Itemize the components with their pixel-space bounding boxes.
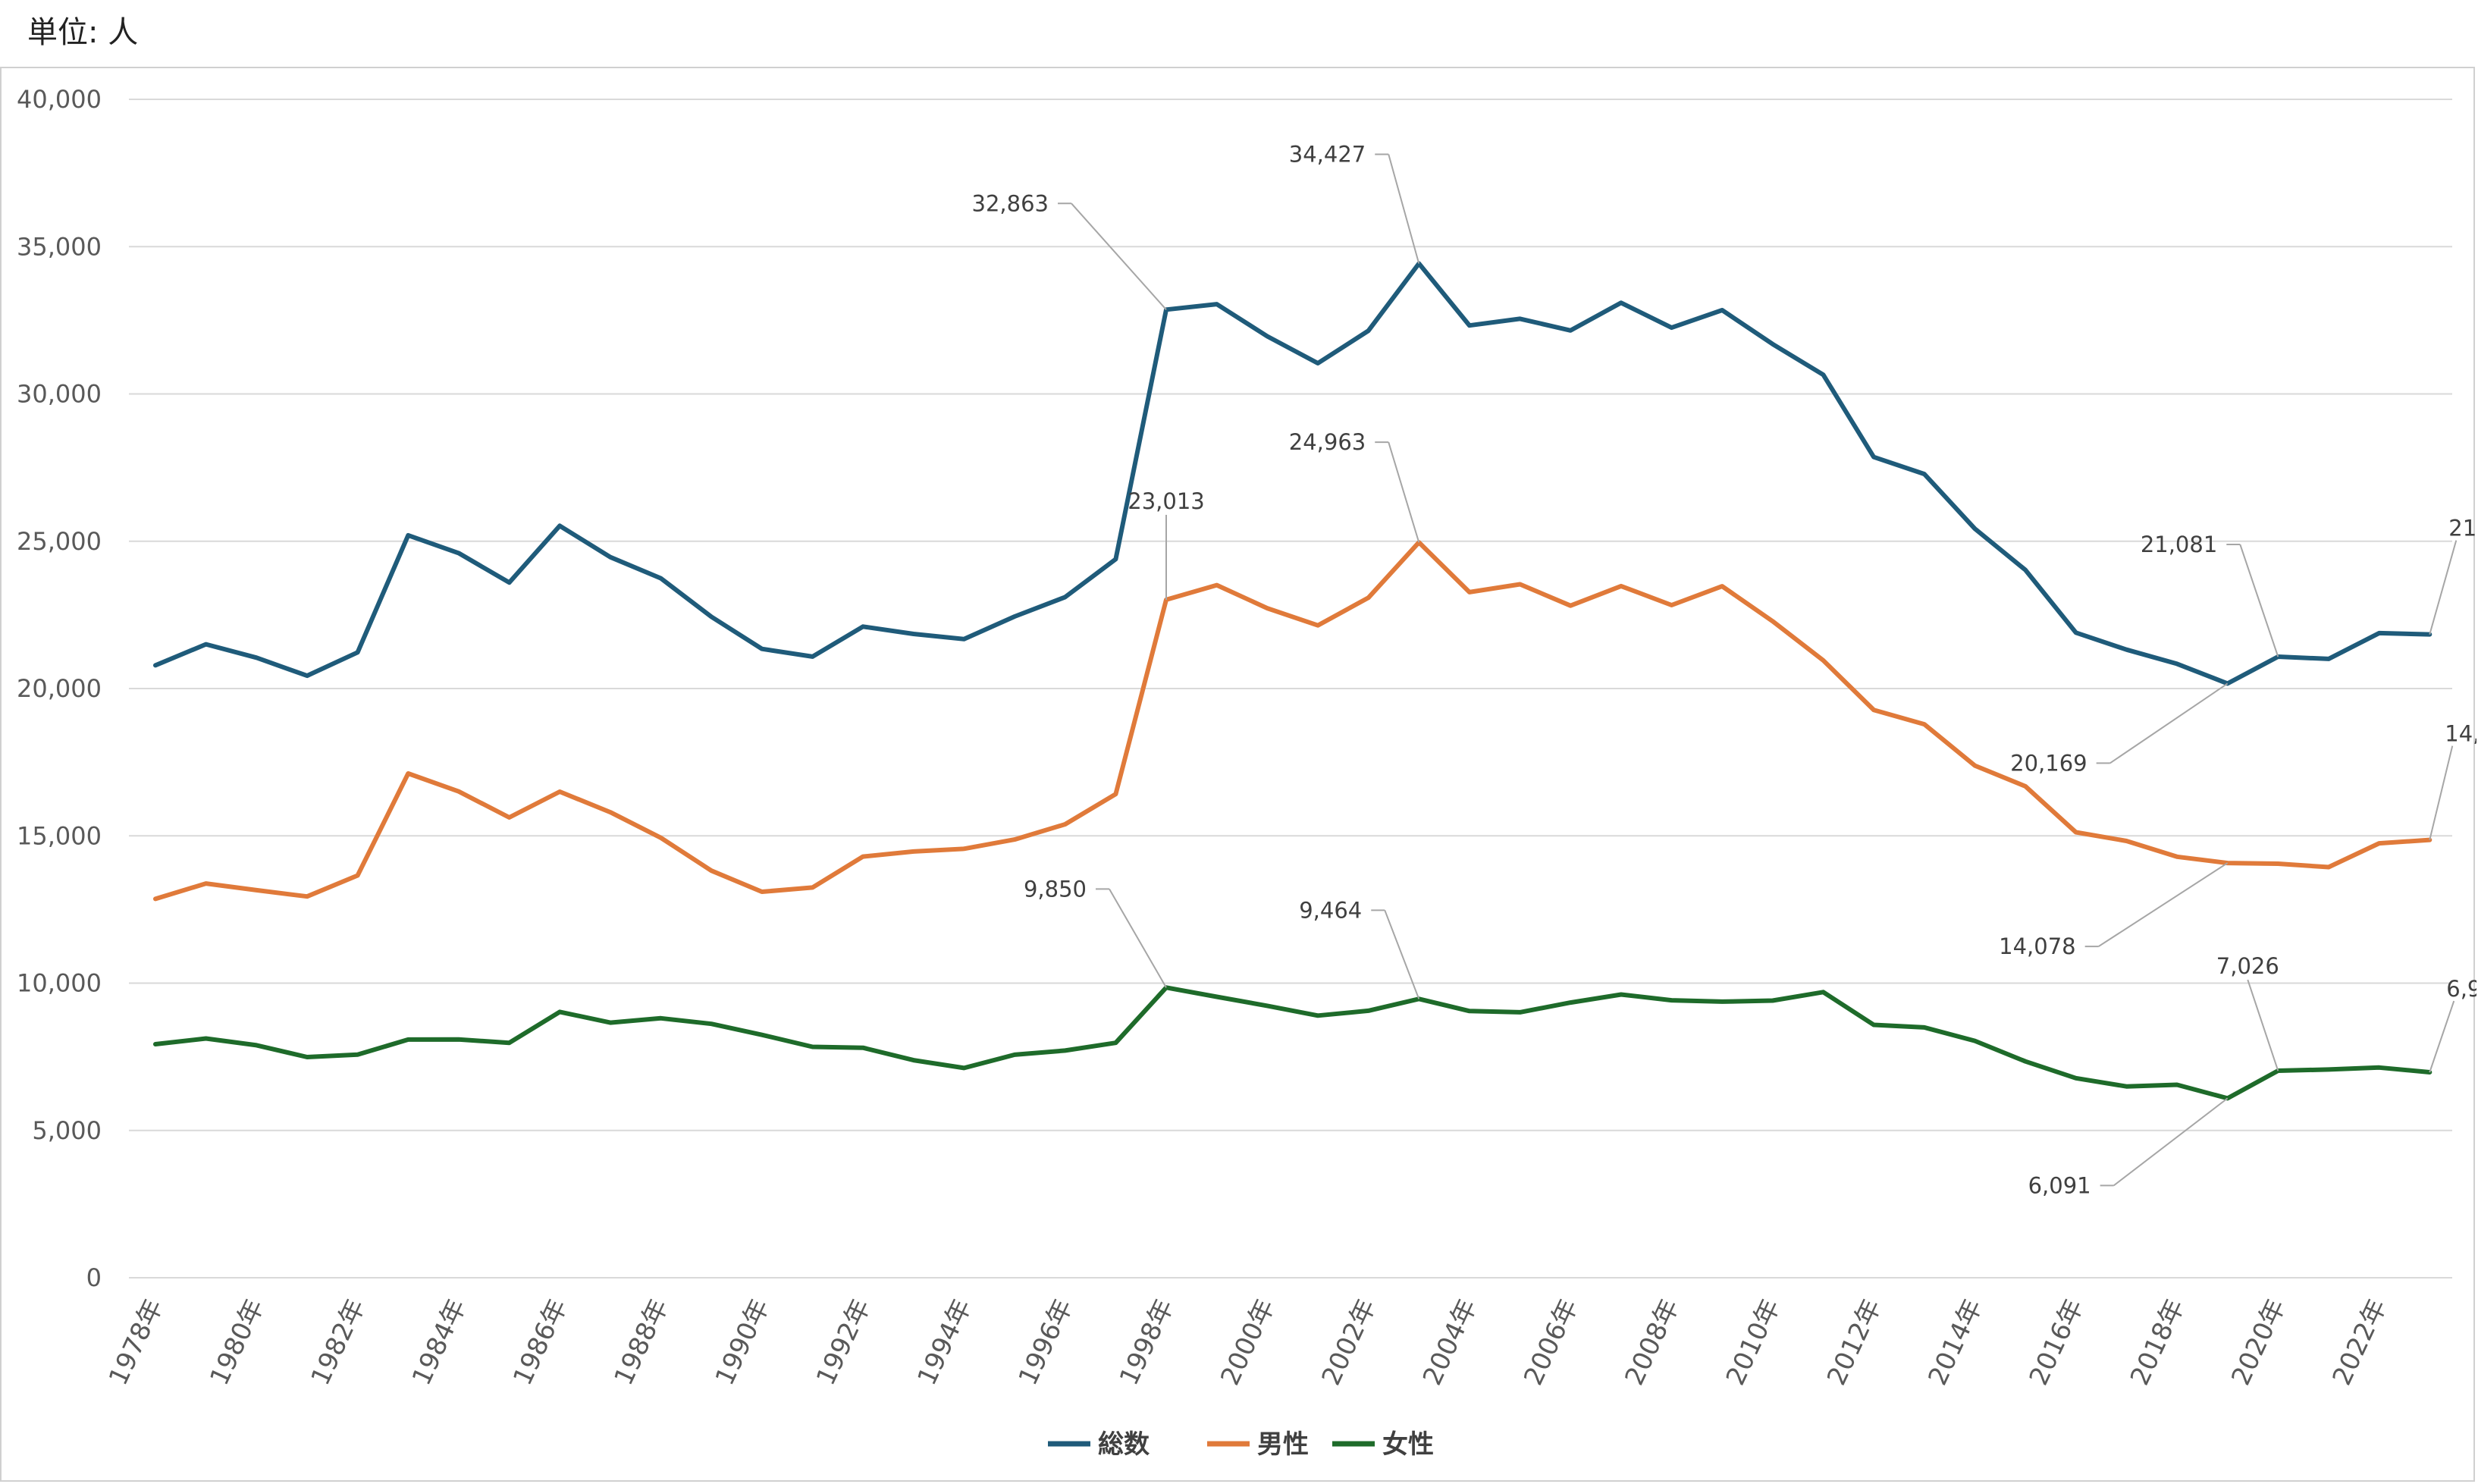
x-tick-label: 1990年 bbox=[710, 1294, 776, 1390]
data-label: 9,464 bbox=[1299, 897, 1362, 923]
y-tick-label: 10,000 bbox=[17, 969, 102, 998]
data-label-leader bbox=[1058, 202, 1167, 310]
x-tick-label: 1984年 bbox=[406, 1294, 472, 1390]
x-tick-label: 1978年 bbox=[103, 1294, 169, 1390]
data-label: 21,081 bbox=[2141, 532, 2217, 557]
data-label-leader bbox=[2429, 745, 2454, 840]
x-tick-label: 1982年 bbox=[306, 1294, 372, 1390]
x-tick-label: 2014年 bbox=[1922, 1294, 1988, 1390]
y-tick-label: 5,000 bbox=[32, 1116, 102, 1145]
chart-area: 0 5,000 10,000 15,000 20,000 25,000 30,000 35,0… bbox=[0, 67, 2476, 1482]
data-label-leader bbox=[2429, 1000, 2455, 1073]
data-label: 14,078 bbox=[1999, 933, 2075, 959]
data-label: 21,837 bbox=[2448, 516, 2476, 541]
series-line-総数 bbox=[153, 261, 2433, 686]
y-tick-label: 30,000 bbox=[17, 380, 102, 409]
x-tick-label: 2002年 bbox=[1316, 1294, 1382, 1390]
x-tick-label: 2018年 bbox=[2125, 1294, 2191, 1390]
data-label: 6,975 bbox=[2446, 976, 2476, 1002]
data-label-leader bbox=[2100, 1097, 2229, 1187]
y-tick-label: 0 bbox=[86, 1263, 102, 1292]
line-chart: 0 5,000 10,000 15,000 20,000 25,000 30,000 35,0… bbox=[17, 85, 2476, 1460]
data-label-leader bbox=[2084, 862, 2229, 948]
data-label: 14,862 bbox=[2445, 721, 2476, 747]
series-line-男性 bbox=[153, 540, 2433, 902]
data-label-leader bbox=[2247, 979, 2279, 1071]
legend-label: 女性 bbox=[1382, 1429, 1434, 1460]
x-tick-label: 2004年 bbox=[1417, 1294, 1483, 1390]
x-tick-label: 2000年 bbox=[1215, 1294, 1281, 1390]
data-label-leader bbox=[2429, 540, 2458, 635]
data-label-leader bbox=[1096, 888, 1167, 988]
x-tick-label: 2016年 bbox=[2024, 1294, 2090, 1390]
data-label: 34,427 bbox=[1289, 142, 1366, 168]
data-label-leader bbox=[1375, 441, 1420, 543]
x-tick-label: 1998年 bbox=[1114, 1294, 1180, 1390]
x-tick-label: 1996年 bbox=[1013, 1294, 1079, 1390]
unit-label: 単位: 人 bbox=[27, 15, 139, 50]
data-label-leader bbox=[2226, 544, 2279, 657]
x-tick-label: 2020年 bbox=[2225, 1294, 2291, 1390]
x-tick-label: 2022年 bbox=[2327, 1294, 2393, 1390]
data-label: 20,169 bbox=[2010, 750, 2087, 776]
x-tick-label: 2012年 bbox=[1821, 1294, 1887, 1390]
data-label: 24,963 bbox=[1289, 429, 1366, 455]
data-label-leader bbox=[2096, 682, 2229, 764]
legend-label: 総数 bbox=[1098, 1429, 1150, 1460]
legend: 総数 男性 女性 bbox=[1048, 1429, 1434, 1460]
gridlines bbox=[129, 99, 2452, 1278]
y-tick-label: 20,000 bbox=[17, 674, 102, 703]
x-tick-label: 2010年 bbox=[1720, 1294, 1786, 1390]
data-label: 23,013 bbox=[1128, 488, 1204, 514]
data-label: 9,850 bbox=[1024, 876, 1087, 902]
y-tick-label: 40,000 bbox=[17, 85, 102, 114]
legend-label: 男性 bbox=[1257, 1429, 1309, 1460]
series-line-女性 bbox=[153, 985, 2433, 1101]
x-tick-label: 1980年 bbox=[204, 1294, 270, 1390]
x-tick-label: 1988年 bbox=[608, 1294, 674, 1390]
y-tick-label: 35,000 bbox=[17, 232, 102, 261]
x-tick-label: 1992年 bbox=[811, 1294, 877, 1390]
data-label-leader bbox=[1375, 153, 1420, 264]
data-label: 32,863 bbox=[972, 190, 1049, 216]
x-tick-label: 1986年 bbox=[507, 1294, 573, 1390]
y-tick-label: 25,000 bbox=[17, 527, 102, 556]
data-label: 7,026 bbox=[2216, 953, 2279, 979]
data-label-leader bbox=[1371, 909, 1420, 999]
x-tick-label: 2006年 bbox=[1518, 1294, 1584, 1390]
series-lines bbox=[153, 261, 2433, 1101]
data-labels: 32,863 34,427 20,169 21,081 21,837 23,013 24,9… bbox=[972, 142, 2476, 1199]
x-axis-tick-labels: 1978年 1980年 1982年 1984年 1986年 1988年 1990年 1992年… bbox=[103, 1294, 2393, 1390]
x-tick-label: 1994年 bbox=[911, 1294, 977, 1390]
data-label: 6,091 bbox=[2028, 1172, 2091, 1198]
y-axis-tick-labels: 0 5,000 10,000 15,000 20,000 25,000 30,000 35,0… bbox=[17, 85, 102, 1292]
x-tick-label: 2008年 bbox=[1619, 1294, 1685, 1390]
y-tick-label: 15,000 bbox=[17, 821, 102, 850]
